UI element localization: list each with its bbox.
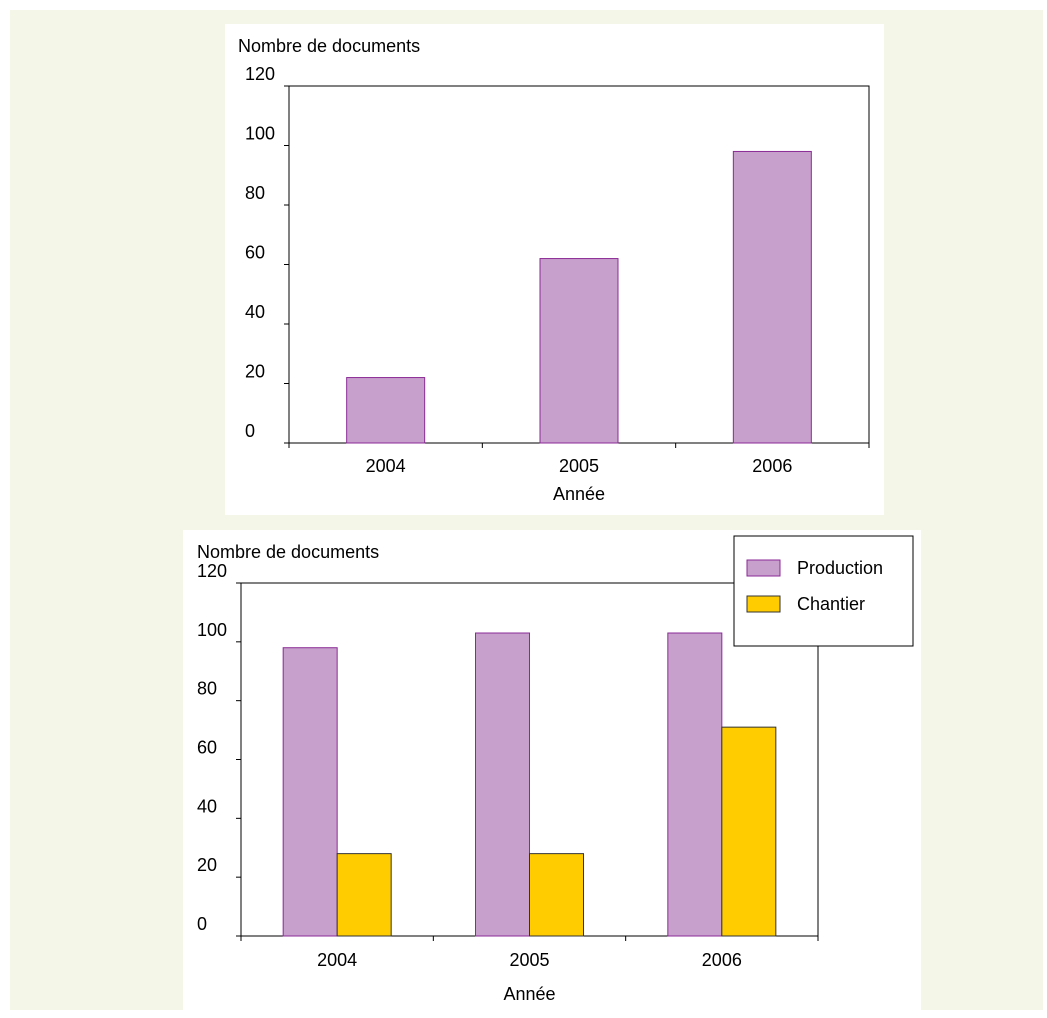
chart-2-category-label: 2005	[509, 950, 549, 970]
chart-1-ylabel: Nombre de documents	[238, 36, 420, 56]
chart-2-xlabel: Année	[503, 984, 555, 1004]
chart-2-bar-production	[667, 632, 723, 937]
chart-2-svg: 0 20 40 60 80 100 120 2004 2005 2006 Nombre de doc…	[197, 535, 914, 1004]
chart-2-bar-production	[282, 647, 338, 937]
chart-1-bar-series-0	[539, 258, 619, 444]
chart-2-category-label: 2006	[702, 950, 742, 970]
chart-2-legend-label-production: Production	[797, 558, 883, 578]
chart-2-legend-box	[733, 535, 914, 647]
chart-1-ytick-label: 80	[245, 183, 265, 203]
chart-1-svg: 0 20 40 60 80 100 120 2004 2005 2006 Nombre de doc…	[238, 36, 870, 504]
chart-2-ytick-label: 120	[197, 561, 227, 581]
chart-2-category-label: 2004	[317, 950, 357, 970]
chart-1-bar-series-0	[732, 150, 812, 444]
chart-2-ytick-label: 80	[197, 679, 217, 699]
chart-1-ytick-label: 20	[245, 362, 265, 382]
chart-1-ytick-label: 100	[245, 124, 275, 144]
chart-1-category-label: 2006	[752, 456, 792, 476]
chart-1-bar-series-0	[346, 377, 426, 444]
chart-documents-per-year: 0 20 40 60 80 100 120 2004 2005 2006 Nombre de doc…	[225, 24, 884, 515]
chart-1-ytick-label: 40	[245, 302, 265, 322]
chart-2-legend-label-chantier: Chantier	[797, 594, 865, 614]
chart-2-ytick-label: 20	[197, 855, 217, 875]
chart-documents-production-chantier: 0 20 40 60 80 100 120 2004 2005 2006 Nombre de doc…	[183, 530, 921, 1014]
chart-1-ytick-label: 120	[245, 64, 275, 84]
chart-2-ytick-label: 40	[197, 796, 217, 816]
chart-2-ylabel: Nombre de documents	[197, 542, 379, 562]
chart-2-legend-swatch-chantier	[746, 595, 781, 613]
chart-2-bar-production	[475, 632, 530, 937]
chart-1-category-label: 2004	[366, 456, 406, 476]
chart-1-ytick-label: 0	[245, 421, 255, 441]
chart-2-bar-chantier	[336, 853, 392, 937]
chart-2-legend-swatch-production	[746, 559, 781, 577]
chart-2-ytick-label: 100	[197, 620, 227, 640]
chart-1-category-label: 2005	[559, 456, 599, 476]
chart-2-ytick-label: 60	[197, 738, 217, 758]
chart-1-xlabel: Année	[553, 484, 605, 504]
chart-1-ytick-label: 60	[245, 243, 265, 263]
chart-2-bar-chantier	[529, 853, 584, 937]
chart-2-ytick-label: 0	[197, 914, 207, 934]
chart-2-bar-chantier	[721, 726, 777, 937]
